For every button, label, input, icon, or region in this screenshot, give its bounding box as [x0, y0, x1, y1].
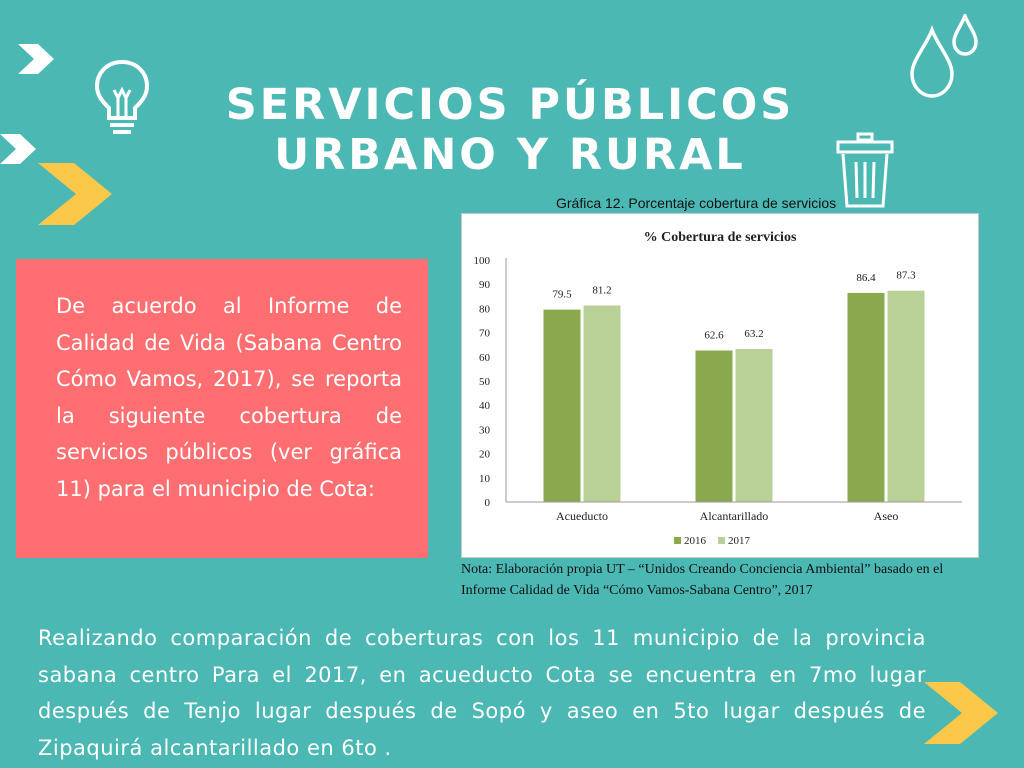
bar-2017-acueducto	[584, 305, 621, 502]
data-label: 81.2	[592, 284, 611, 296]
bar-chart: % Cobertura de servicios 0 10 20 30 40 50 60 70…	[461, 213, 979, 558]
intro-text: De acuerdo al Informe de Calidad de Vida…	[56, 288, 402, 507]
y-tick-label: 40	[479, 400, 491, 412]
bar-2017-alcantarillado	[736, 349, 773, 502]
data-label: 63.2	[744, 328, 763, 340]
x-tick-label: Acueducto	[556, 509, 608, 523]
data-label: 86.4	[856, 272, 876, 284]
title-line-2: URBANO Y RURAL	[180, 130, 840, 180]
y-tick-label: 0	[485, 497, 491, 509]
chart-title: % Cobertura de servicios	[644, 230, 797, 245]
bar-2016-alcantarillado	[696, 351, 733, 502]
chevron-right-icon	[922, 682, 1000, 744]
chart-note: Nota: Elaboración propia UT – “Unidos Cr…	[461, 559, 991, 601]
y-tick-label: 30	[479, 424, 491, 436]
water-drops-icon	[906, 14, 982, 102]
y-tick-label: 80	[479, 303, 491, 315]
chevron-right-icon	[0, 134, 40, 164]
chart-caption: Gráfica 12. Porcentaje cobertura de serv…	[556, 195, 886, 211]
legend: 2016 2017	[674, 535, 751, 547]
bar-2016-aseo	[848, 293, 885, 502]
legend-label: 2017	[728, 535, 751, 547]
legend-swatch	[674, 537, 681, 544]
chevron-right-icon	[36, 163, 114, 225]
page-title: SERVICIOS PÚBLICOS URBANO Y RURAL	[180, 80, 840, 180]
data-label: 62.6	[704, 330, 724, 342]
x-tick-label: Alcantarillado	[700, 509, 769, 523]
y-axis: 0 10 20 30 40 50 60 70 80 90 100	[474, 255, 507, 509]
y-tick-label: 50	[479, 376, 491, 388]
y-tick-label: 90	[479, 279, 491, 291]
conclusion-text: Realizando comparación de coberturas con…	[38, 620, 926, 766]
bars: 79.5 81.2 62.6 63.2 86.4 87.3	[544, 270, 925, 502]
data-label: 79.5	[552, 289, 572, 301]
chart-canvas: % Cobertura de servicios 0 10 20 30 40 50 60 70…	[462, 214, 978, 557]
chevron-right-icon	[18, 44, 58, 74]
y-tick-label: 100	[474, 255, 491, 267]
bar-2017-aseo	[888, 291, 925, 502]
y-tick-label: 60	[479, 352, 491, 364]
y-tick-label: 20	[479, 449, 491, 461]
lightbulb-icon	[92, 58, 152, 140]
data-label: 87.3	[896, 270, 916, 282]
legend-swatch	[718, 537, 725, 544]
x-axis: Acueducto Alcantarillado Aseo	[506, 502, 962, 523]
y-tick-label: 10	[479, 473, 491, 485]
legend-label: 2016	[684, 535, 707, 547]
x-tick-label: Aseo	[874, 509, 899, 523]
bar-2016-acueducto	[544, 310, 581, 502]
title-line-1: SERVICIOS PÚBLICOS	[180, 80, 840, 130]
y-tick-label: 70	[479, 328, 491, 340]
